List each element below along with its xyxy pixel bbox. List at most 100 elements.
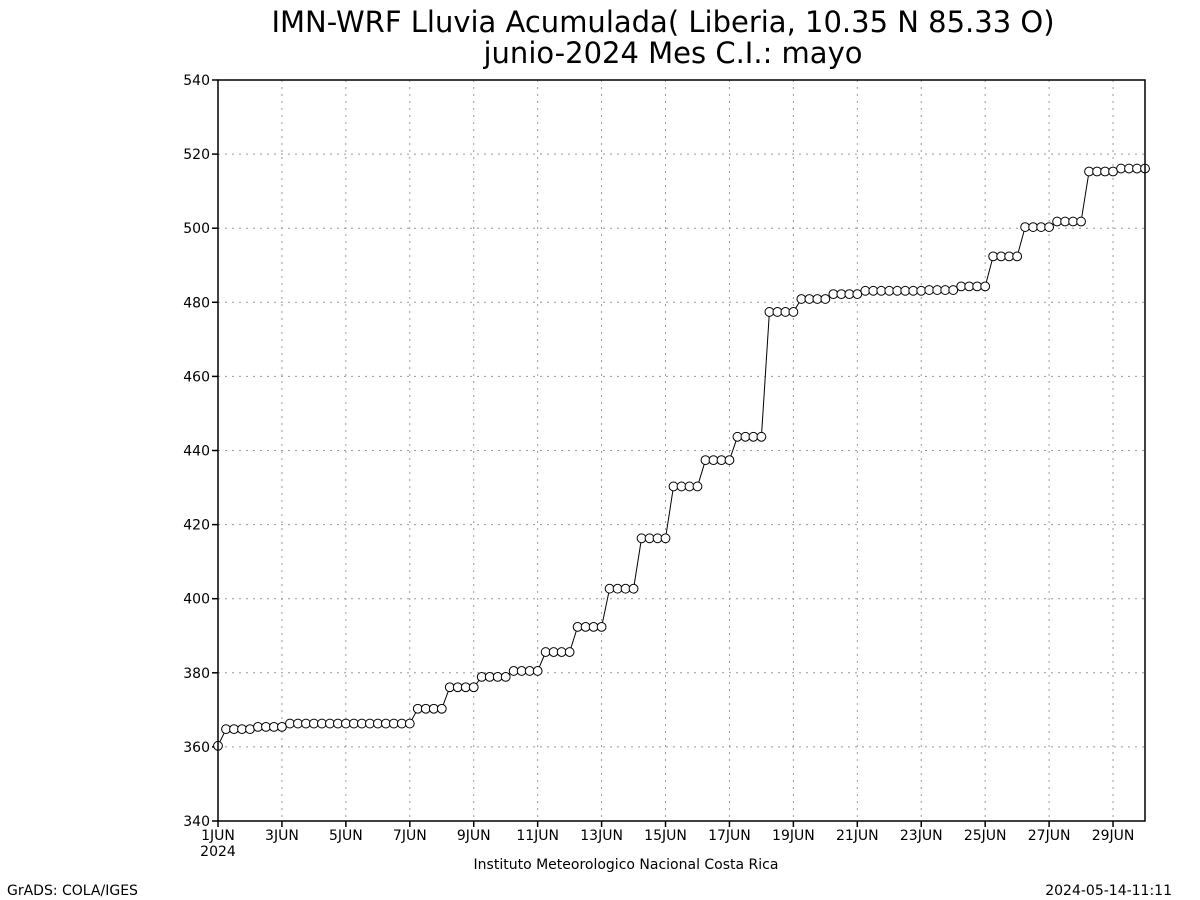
data-point [1124, 163, 1134, 174]
data-point [788, 307, 799, 317]
data-point [956, 281, 967, 292]
data-point [261, 721, 271, 732]
x-tick-label: 11JUN [516, 828, 559, 844]
data-point [516, 666, 527, 676]
data-point [692, 481, 703, 492]
data-point [221, 724, 231, 735]
x-tick-label: 9JUN [457, 828, 491, 844]
data-point [924, 285, 935, 295]
data-point [380, 718, 391, 729]
data-point [628, 583, 639, 594]
y-tick-label: 500 [183, 221, 210, 237]
data-point [804, 294, 815, 304]
data-point [852, 289, 863, 300]
data-point [916, 285, 927, 296]
data-point [988, 251, 999, 262]
x-tick-label: 1JUN [201, 828, 235, 844]
data-point [301, 718, 311, 729]
data-point [708, 455, 719, 466]
data-point [732, 431, 743, 442]
data-point [492, 671, 503, 682]
data-point [372, 718, 383, 729]
data-point [740, 431, 751, 442]
data-point [556, 647, 567, 657]
data-point [836, 289, 847, 300]
data-point [508, 666, 519, 676]
data-point [532, 666, 543, 676]
gridlines [218, 80, 1145, 821]
data-point [828, 289, 839, 300]
data-point [604, 583, 615, 594]
data-point [229, 724, 239, 735]
data-point [1068, 216, 1078, 227]
y-tick-label: 460 [183, 369, 210, 385]
data-point [460, 682, 471, 693]
data-point [1012, 251, 1023, 262]
grads-credit: GrADS: COLA/IGES [7, 883, 138, 899]
data-point [548, 647, 559, 657]
data-point [700, 455, 711, 466]
data-point [364, 718, 375, 729]
data-point [844, 289, 855, 300]
data-point [1020, 222, 1031, 232]
data-point [1004, 251, 1015, 262]
data-point [564, 647, 575, 657]
data-point [612, 583, 623, 594]
data-point [316, 718, 327, 729]
data-point [436, 703, 447, 714]
y-tick-label: 380 [183, 666, 210, 682]
data-point [812, 294, 823, 304]
data-point [884, 285, 895, 296]
data-point [332, 718, 343, 729]
data-point [676, 481, 687, 492]
data-point [324, 718, 335, 729]
x-tick-label: 29JUN [1092, 828, 1135, 844]
data-point [948, 285, 959, 295]
data-point [253, 721, 263, 732]
data-point [724, 455, 735, 466]
chart-subtitle: junio-2024 Mes C.I.: mayo [483, 36, 863, 70]
x-tick-label: 15JUN [644, 828, 687, 844]
data-point [572, 621, 583, 632]
y-tick-label: 520 [183, 147, 210, 163]
data-point [1044, 222, 1054, 232]
tick-labels: 340 360 380 400 420 440 460 480 500 520 540 1JUN202… [183, 73, 1134, 860]
data-point [684, 481, 695, 492]
data-point [396, 718, 407, 729]
y-tick-label: 400 [183, 592, 210, 608]
x-tick-label: 19JUN [772, 828, 815, 844]
data-point [1076, 216, 1086, 227]
y-tick-label: 440 [183, 444, 210, 460]
x-tick-label: 27JUN [1028, 828, 1071, 844]
data-point [620, 583, 631, 594]
data-point [269, 721, 279, 732]
data-point [404, 718, 415, 729]
data-point [444, 682, 455, 693]
data-point [1108, 166, 1118, 177]
x-tick-sublabel: 2024 [200, 844, 236, 860]
data-point [972, 281, 983, 292]
data-point [652, 533, 663, 544]
data-point [468, 682, 479, 693]
data-point [285, 718, 295, 729]
series-rainfall [213, 163, 1150, 751]
data-point [908, 285, 919, 296]
data-point [772, 307, 783, 317]
y-tick-label: 340 [183, 814, 210, 830]
data-point [964, 281, 975, 292]
data-point [1132, 163, 1142, 174]
data-point [1084, 166, 1094, 177]
data-point [636, 533, 647, 544]
data-point [996, 251, 1007, 262]
data-point [412, 703, 423, 714]
data-point [860, 285, 871, 296]
data-point [1100, 166, 1110, 177]
data-point [1092, 166, 1102, 177]
plot-frame [217, 79, 1146, 822]
data-point [476, 671, 487, 682]
data-point [748, 431, 759, 442]
data-point [293, 718, 303, 729]
data-point [780, 307, 791, 317]
data-point [540, 647, 551, 657]
